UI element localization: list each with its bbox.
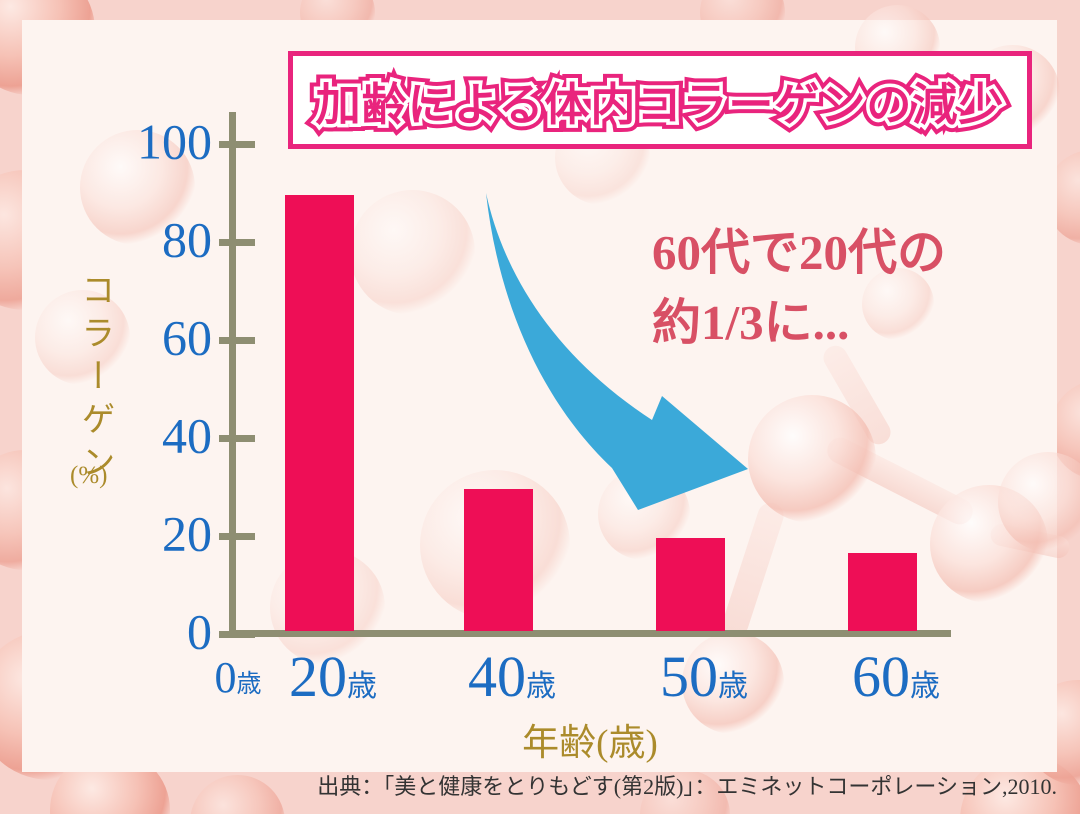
y-tick-label: 40	[162, 407, 212, 464]
y-tick-label: 100	[137, 113, 212, 170]
annotation-text: 60代で20代の 約1/3に...	[652, 218, 946, 357]
y-axis-title: コラーゲン	[76, 272, 113, 487]
y-tick-label: 80	[162, 211, 212, 268]
y-axis-line	[229, 112, 236, 637]
x-tick-label: 0歳	[214, 653, 262, 702]
y-tick-mark	[219, 140, 255, 148]
bar-40歳	[464, 488, 533, 631]
y-tick-mark	[219, 630, 255, 638]
y-axis-unit: (%)	[70, 462, 108, 489]
annotation-line-1: 60代で20代の	[652, 225, 947, 280]
source-citation: 出典：「美と健康をとりもどす(第2版)」：エミネットコーポレーション,2010.	[317, 774, 1057, 799]
y-tick-mark	[219, 238, 255, 246]
y-tick-mark	[219, 434, 255, 442]
x-tick-label: 40歳	[468, 644, 556, 709]
x-tick-label: 20歳	[289, 644, 377, 709]
y-tick-label: 20	[162, 505, 212, 562]
x-axis-line	[229, 630, 951, 637]
bar-50歳	[656, 537, 725, 631]
chart-title: 加齢による体内コラーゲンの減少	[316, 68, 1005, 133]
x-tick-label: 50歳	[660, 644, 748, 709]
bar-60歳	[848, 552, 917, 631]
y-tick-label: 60	[162, 309, 212, 366]
chart-title-box: 加齢による体内コラーゲンの減少	[288, 51, 1032, 149]
y-tick-label: 0	[187, 603, 212, 660]
bar-20歳	[285, 194, 354, 631]
x-axis-title: 年齢(歳)	[522, 723, 658, 764]
annotation-line-2: 約1/3に...	[652, 294, 850, 350]
y-tick-mark	[219, 336, 255, 344]
y-tick-mark	[219, 532, 255, 540]
x-tick-label: 60歳	[852, 644, 940, 709]
